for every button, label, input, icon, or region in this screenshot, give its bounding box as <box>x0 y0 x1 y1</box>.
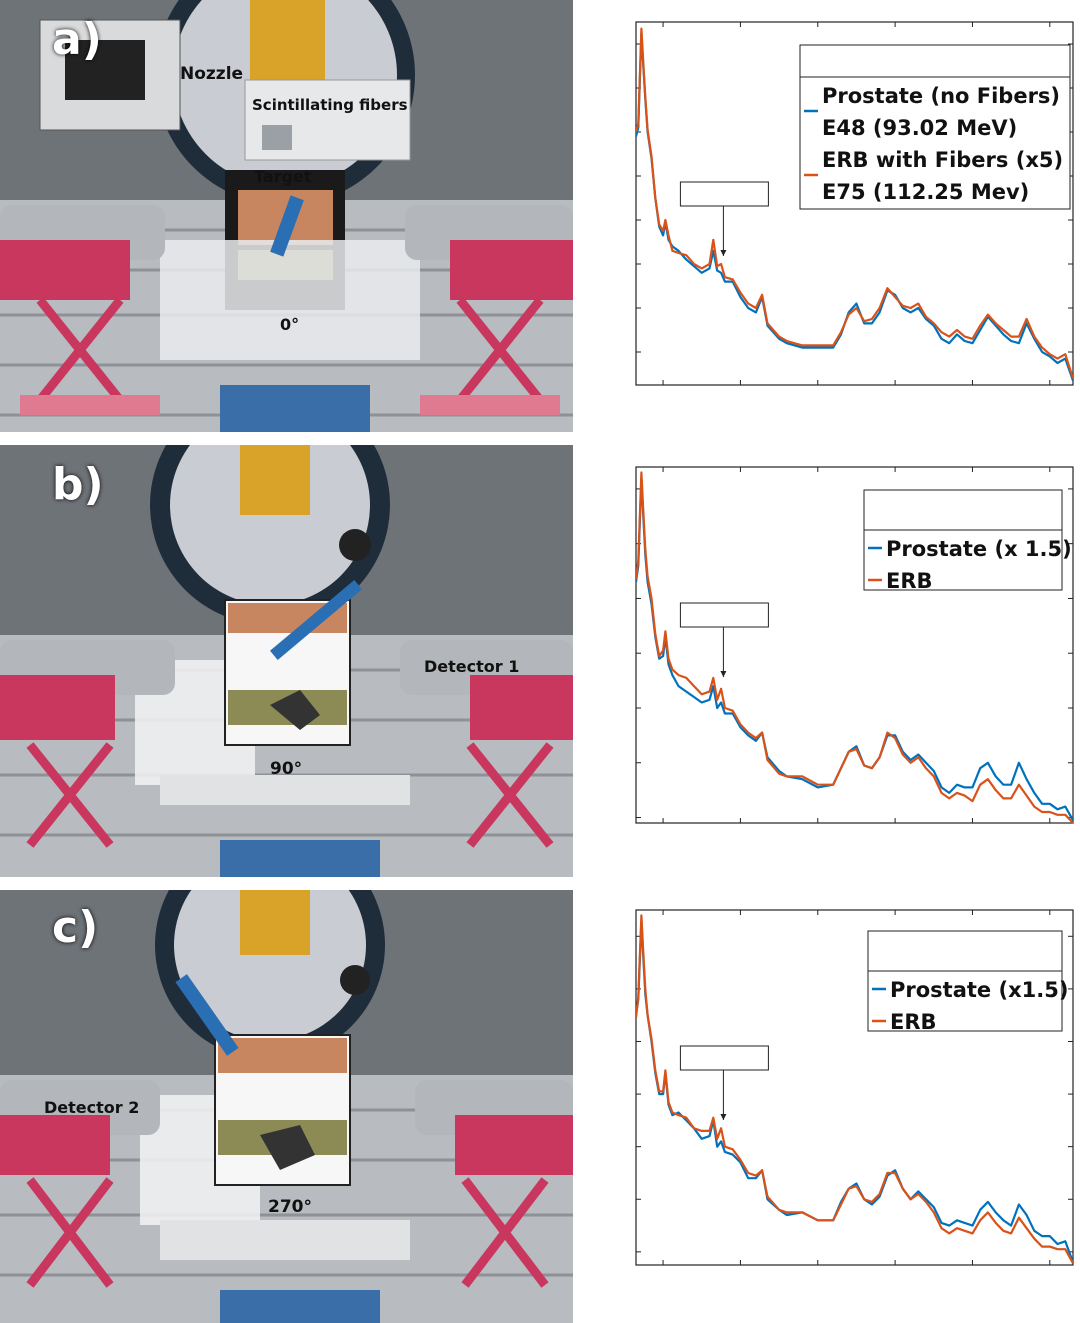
chart-panel-d: Prostate (no Fibers) E48 (93.02 MeV) ERB w… <box>578 0 1080 440</box>
legend-entry-label: Prostate (x 1.5) <box>886 537 1072 561</box>
panel-label-a: a) <box>52 14 102 65</box>
legend-entry-label: E48 (93.02 MeV) <box>822 116 1017 140</box>
legend-entry-label: Prostate (x1.5) <box>890 978 1068 1002</box>
legend-box <box>799 44 1071 210</box>
annotation-arrowhead <box>720 250 727 256</box>
angle-label-b: 90° <box>270 759 303 779</box>
annotation-detector-1: Detector 1 <box>424 657 520 676</box>
annotation-target: Target <box>254 167 312 186</box>
annotation-scintillating-fibers: Scintillating fibers <box>252 96 408 114</box>
photo-panel-c: c) Detector 2 270° <box>0 890 573 1323</box>
panel-label-b: b) <box>52 459 104 510</box>
chart-panel-f: Prostate (x1.5) ERB <box>578 888 1080 1323</box>
angle-label-c: 270° <box>268 1197 312 1217</box>
photo-panel-b: b) Detector 1 90° <box>0 445 573 877</box>
setup-photo-90deg <box>0 445 573 877</box>
series-line-erb <box>636 471 1073 823</box>
angle-label-a: 0° <box>280 315 300 334</box>
legend-entry-label: ERB <box>886 569 933 593</box>
legend-box <box>867 930 1063 1032</box>
annotation-box <box>679 1045 769 1071</box>
annotation-box <box>679 602 769 628</box>
setup-photo-0deg <box>0 0 573 432</box>
annotation-detector-2: Detector 2 <box>44 1098 140 1117</box>
legend-entry-label: ERB with Fibers (x5) <box>822 148 1063 172</box>
panel-label-c: c) <box>52 902 99 953</box>
legend-box <box>863 489 1063 591</box>
spectrum-chart-e: Prostate (x 1.5) ERB <box>635 466 1074 824</box>
annotation-arrowhead <box>720 1114 727 1120</box>
legend-entry-label: ERB <box>890 1010 937 1034</box>
annotation-nozzle: Nozzle <box>180 64 244 84</box>
setup-photo-270deg <box>0 890 573 1323</box>
legend-entry-label: Prostate (no Fibers) <box>822 84 1060 108</box>
spectrum-chart-d: Prostate (no Fibers) E48 (93.02 MeV) ERB w… <box>635 21 1074 386</box>
chart-panel-e: Prostate (x 1.5) ERB <box>578 445 1080 885</box>
spectrum-chart-f: Prostate (x1.5) ERB <box>635 909 1074 1266</box>
annotation-arrowhead <box>720 671 727 677</box>
series-line-erb <box>636 27 1073 379</box>
photo-panel-a: a) Nozzle Scintillating fibers Target 0° <box>0 0 573 432</box>
annotation-box <box>679 181 769 207</box>
legend-entry-label: E75 (112.25 Mev) <box>822 180 1029 204</box>
series-line-erb <box>636 914 1073 1264</box>
